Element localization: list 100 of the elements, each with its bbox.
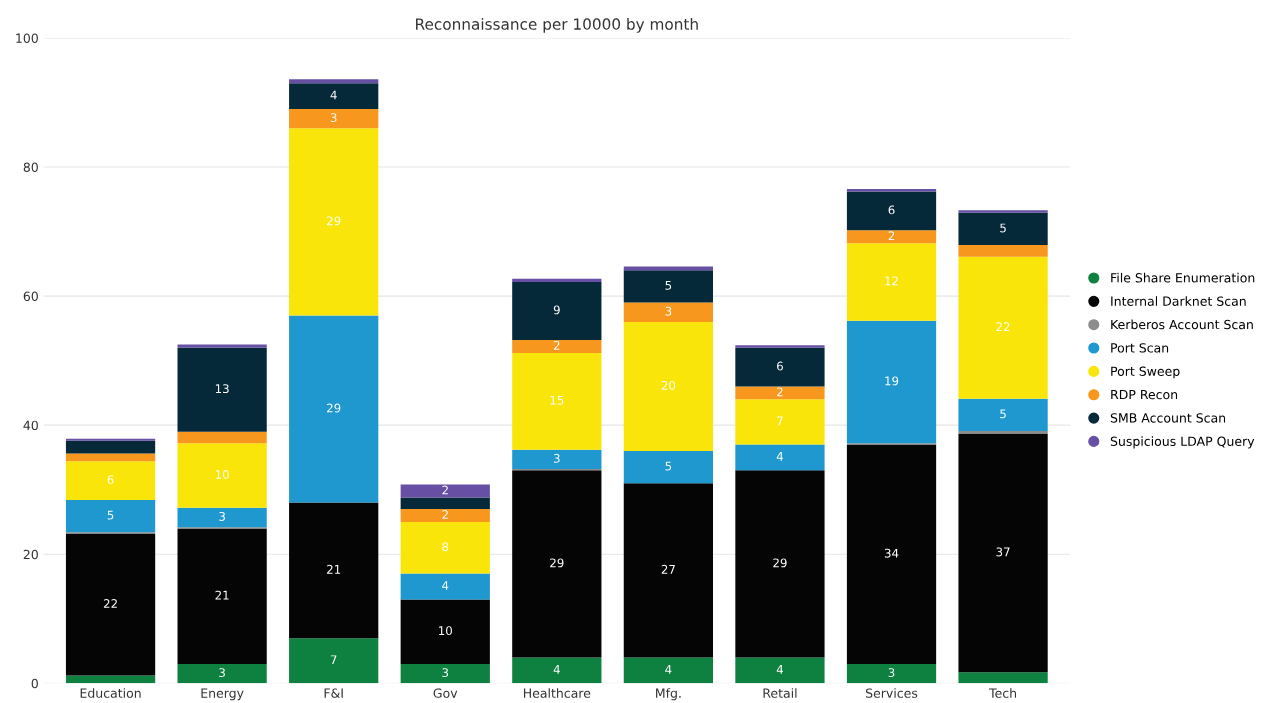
bar xyxy=(958,210,1048,213)
legend-label: Internal Darknet Scan xyxy=(1111,296,1246,306)
legend-label: Suspicious LDAP Query xyxy=(1110,436,1255,449)
data-label: 8 xyxy=(442,542,449,552)
bar xyxy=(65,453,156,462)
data-label: 22 xyxy=(996,322,1010,331)
legend-label: Port Sweep xyxy=(1111,366,1180,379)
data-label: 5 xyxy=(107,510,114,520)
data-label: 27 xyxy=(661,564,675,574)
data-label: 10 xyxy=(215,470,229,479)
x-tick-label: Tech xyxy=(989,688,1017,698)
bar xyxy=(289,502,379,639)
bar xyxy=(177,507,267,528)
legend-label: Kerberos Account Scan xyxy=(1111,319,1253,330)
bar xyxy=(735,444,825,471)
data-label: 3 xyxy=(219,511,225,521)
bar xyxy=(512,657,602,684)
bar xyxy=(623,302,714,322)
bar xyxy=(177,347,267,432)
legend-label: Port Scan xyxy=(1111,343,1169,353)
legend-label: RDP Recon xyxy=(1111,390,1178,400)
bar xyxy=(65,675,156,684)
bar xyxy=(400,573,490,600)
bar xyxy=(289,128,379,316)
bar xyxy=(958,245,1048,257)
data-label: 9 xyxy=(553,305,560,315)
bar xyxy=(735,345,825,348)
bar xyxy=(65,440,156,454)
data-label: 2 xyxy=(442,485,448,495)
data-label: 29 xyxy=(327,216,341,226)
bar xyxy=(958,430,1048,434)
data-label: 4 xyxy=(665,665,672,674)
bar xyxy=(735,347,825,387)
data-label: 20 xyxy=(661,380,676,390)
data-label: 21 xyxy=(215,590,229,600)
bar xyxy=(400,484,490,498)
data-label: 29 xyxy=(550,558,564,568)
data-label: 6 xyxy=(888,205,895,215)
bar xyxy=(735,470,825,658)
y-tick-label: 80 xyxy=(23,162,38,172)
data-label: 2 xyxy=(888,231,895,240)
y-tick-label: 40 xyxy=(23,420,38,431)
bar xyxy=(512,339,602,353)
data-label: 3 xyxy=(553,453,560,463)
data-label: 7 xyxy=(777,416,783,426)
bar xyxy=(735,386,825,400)
bar xyxy=(65,500,156,533)
bar xyxy=(177,443,267,508)
bar xyxy=(177,344,267,348)
bar xyxy=(512,278,602,282)
y-tick-label: 100 xyxy=(16,33,38,43)
bar xyxy=(958,672,1048,684)
bar xyxy=(623,657,714,684)
bar xyxy=(400,521,490,574)
bar xyxy=(400,509,490,522)
bar xyxy=(400,663,490,684)
bar xyxy=(958,398,1048,431)
bar xyxy=(846,191,937,231)
bar xyxy=(958,212,1048,246)
data-label: 37 xyxy=(996,547,1010,557)
data-label: 2 xyxy=(553,340,560,350)
bar xyxy=(846,230,937,244)
data-label: 15 xyxy=(550,395,564,405)
data-label: 3 xyxy=(665,306,672,316)
bar xyxy=(623,321,714,451)
data-label: 4 xyxy=(442,581,449,590)
data-label: 6 xyxy=(777,361,783,371)
data-label: 3 xyxy=(442,668,449,678)
bar xyxy=(65,461,156,501)
bar xyxy=(846,320,937,444)
data-label: 2 xyxy=(777,387,783,397)
legend-label: File Share Enumeration xyxy=(1111,272,1255,283)
x-tick-label: Mfg. xyxy=(656,688,681,701)
data-label: 12 xyxy=(885,276,898,286)
bar xyxy=(289,108,379,129)
data-label: 19 xyxy=(885,376,899,386)
chart-title: Reconnaissance per 10000 by month xyxy=(416,18,698,33)
bar xyxy=(512,470,602,658)
data-label: 4 xyxy=(553,665,560,674)
bar xyxy=(177,663,267,684)
bar xyxy=(735,657,825,684)
data-label: 29 xyxy=(773,558,787,568)
bar xyxy=(400,599,490,664)
data-label: 34 xyxy=(884,548,899,558)
data-label: 21 xyxy=(327,564,341,574)
bar xyxy=(958,256,1048,399)
x-tick-label: Services xyxy=(865,688,918,698)
bar xyxy=(846,444,937,664)
x-tick-label: Gov xyxy=(433,688,458,698)
bar xyxy=(177,528,267,664)
data-label: 4 xyxy=(330,90,337,100)
data-label: 5 xyxy=(665,461,672,471)
data-label: 5 xyxy=(665,281,672,290)
data-label: 3 xyxy=(330,113,337,123)
data-label: 10 xyxy=(439,626,452,636)
x-tick-label: F&I xyxy=(324,688,343,698)
bar xyxy=(623,266,714,271)
bar xyxy=(958,433,1048,673)
bar xyxy=(735,399,825,445)
bar xyxy=(289,79,379,84)
